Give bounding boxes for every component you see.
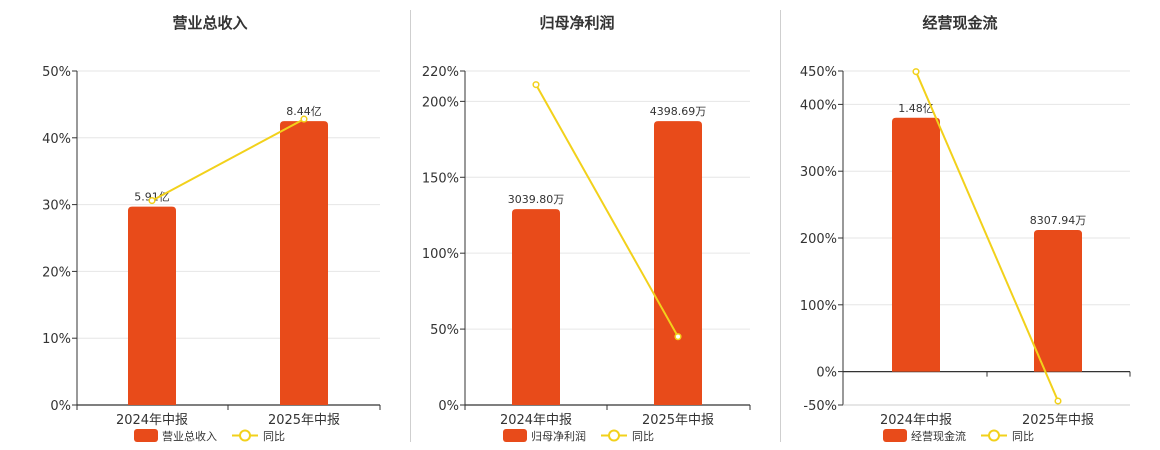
chart-title: 归母净利润 xyxy=(539,14,614,32)
panel-divider xyxy=(780,10,781,442)
y-tick-label: 30% xyxy=(42,199,71,214)
bar-data-label: 3039.80万 xyxy=(508,193,565,206)
x-category-label: 2025年中报 xyxy=(1022,413,1094,428)
chart-panel-net-profit: 归母净利润 0% 50% 100% 150% 200% 220% 3039.80万 4398.6… xyxy=(390,0,760,450)
legend-line-marker xyxy=(988,429,1000,442)
y-tick-label: 400% xyxy=(800,98,837,113)
y-tick-label: 150% xyxy=(422,171,459,186)
legend-line-marker xyxy=(608,429,620,442)
y-tick-label: 40% xyxy=(42,132,71,147)
legend-line-label: 同比 xyxy=(632,430,654,443)
bar xyxy=(280,121,328,405)
bar-data-label: 1.48亿 xyxy=(898,102,934,115)
chart-title: 营业总收入 xyxy=(172,14,247,32)
bar xyxy=(128,206,176,405)
y-tick-label: 0% xyxy=(50,399,71,414)
yoy-point xyxy=(532,81,540,89)
y-tick-label: 100% xyxy=(422,247,459,262)
x-category-label: 2025年中报 xyxy=(642,413,714,428)
panel-divider xyxy=(410,10,411,442)
y-tick-label: 450% xyxy=(800,65,837,80)
chart-panel-cash-flow: 经营现金流 -50% 0% 100% 200% 300% 400% 450% 1.48亿 8307… xyxy=(770,0,1140,450)
y-tick-label: 100% xyxy=(800,299,837,314)
revenue-chart: 营业总收入0%10%20%30%40%50%5.91亿8.44亿2024年中报2… xyxy=(42,14,381,443)
yoy-point xyxy=(1054,397,1062,405)
legend-bar-swatch xyxy=(134,429,158,442)
y-tick-label: 0% xyxy=(816,366,837,381)
y-tick-label: 20% xyxy=(42,265,71,280)
y-tick-label: 50% xyxy=(42,65,71,80)
x-category-label: 2024年中报 xyxy=(500,413,572,428)
legend-bar-label: 营业总收入 xyxy=(162,429,217,443)
yoy-point xyxy=(148,197,156,205)
x-category-label: 2025年中报 xyxy=(268,413,340,428)
bar-data-label: 8307.94万 xyxy=(1030,214,1087,227)
bar xyxy=(892,117,940,372)
y-tick-label: -50% xyxy=(803,399,837,414)
y-tick-label: 220% xyxy=(422,65,459,80)
cash-flow-chart: 经营现金流 -50% 0% 100% 200% 300% 400% 450% 1.48亿 8307… xyxy=(800,14,1131,443)
y-tick-label: 300% xyxy=(800,165,837,180)
legend-bar-swatch xyxy=(503,429,527,442)
net-profit-chart: 归母净利润 0% 50% 100% 150% 200% 220% 3039.80万 4398.6… xyxy=(422,14,751,443)
chart-panel-revenue: 营业总收入0%10%20%30%40%50%5.91亿8.44亿2024年中报2… xyxy=(0,0,381,450)
bar xyxy=(1034,229,1082,372)
y-tick-label: 50% xyxy=(430,323,459,338)
legend-line-label: 同比 xyxy=(1012,430,1034,443)
legend-bar-swatch xyxy=(883,429,907,442)
chart-title: 经营现金流 xyxy=(922,14,997,32)
yoy-point xyxy=(912,68,920,76)
yoy-line xyxy=(915,71,1059,402)
yoy-point xyxy=(300,115,308,123)
bar xyxy=(654,121,702,405)
legend-line-label: 同比 xyxy=(263,430,285,443)
legend-bar-label: 经营现金流 xyxy=(911,429,966,443)
y-tick-label: 0% xyxy=(438,399,459,414)
yoy-point xyxy=(674,333,682,341)
bar-data-label: 4398.69万 xyxy=(650,105,707,118)
legend-bar-label: 归母净利润 xyxy=(531,429,586,443)
y-tick-label: 10% xyxy=(42,332,71,347)
y-tick-label: 200% xyxy=(800,232,837,247)
x-category-label: 2024年中报 xyxy=(880,413,952,428)
yoy-line xyxy=(535,84,679,338)
y-tick-label: 200% xyxy=(422,95,459,110)
legend-line-marker xyxy=(239,429,251,442)
x-category-label: 2024年中报 xyxy=(116,413,188,428)
yoy-line xyxy=(151,118,305,202)
bar-data-label: 8.44亿 xyxy=(286,105,322,118)
bar xyxy=(512,209,560,405)
